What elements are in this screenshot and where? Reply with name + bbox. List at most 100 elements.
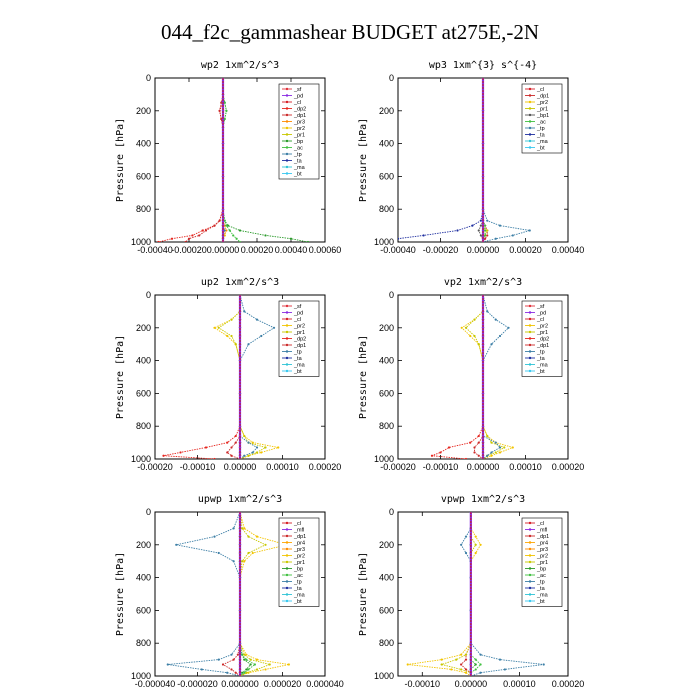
x-tick-label: -0.00020 [423,245,459,255]
legend-marker [528,573,532,577]
data-point [218,219,221,222]
legend-label: _pd [293,311,303,317]
y-tick-label: 600 [136,605,151,615]
x-tick-label: -0.00040 [137,245,173,255]
data-point [238,229,242,232]
data-point [245,653,248,656]
data-point [528,229,531,232]
y-tick-label: 200 [379,540,394,550]
data-point [241,560,244,563]
legend-label: _ma [536,139,549,145]
data-point [460,668,463,671]
data-point [473,451,476,454]
legend-marker [285,567,289,570]
data-point [450,668,453,671]
data-point [398,237,400,240]
y-axis-label: Pressure [hPa] [115,335,126,419]
legend-marker [285,317,289,321]
y-tick-label: 0 [146,290,151,300]
data-point [221,663,225,666]
legend-box [278,83,320,180]
data-point [170,237,174,240]
data-point [474,668,477,671]
series-line-dp2 [158,78,224,242]
data-point [474,658,477,661]
legend-label: _bt [536,146,545,152]
y-tick-label: 1000 [374,671,394,681]
data-point [477,434,480,438]
legend-marker [528,146,532,149]
legend-marker [285,363,289,366]
legend-marker [528,528,532,531]
data-point [464,668,468,671]
data-point [477,454,480,457]
data-point [474,551,477,555]
series-line-pr1 [217,295,267,459]
data-point [498,334,502,338]
legend-label: _pr2 [293,554,305,560]
data-point [486,234,489,237]
legend-marker [528,107,532,110]
data-point [479,234,482,237]
data-point [486,434,489,438]
data-point [460,326,463,329]
data-point [232,527,235,530]
legend-marker [285,547,289,551]
legend-label: _tp [536,580,545,586]
legend-marker [285,350,289,353]
data-point [464,535,468,538]
legend-marker [285,330,289,334]
data-point [440,663,443,666]
legend-label: _tp [536,350,545,356]
legend-label: _tp [293,580,302,586]
data-point [484,229,487,232]
data-point [247,535,250,538]
data-point [447,446,451,449]
legend-label: _sf [536,304,545,310]
data-point [272,326,276,329]
data-point [503,668,506,671]
data-point [486,310,489,313]
legend-marker [285,356,289,360]
legend-marker [528,369,532,373]
data-point [264,446,267,449]
series-line-dp1 [185,78,224,242]
data-point [486,229,489,232]
y-tick-label: 200 [136,323,151,333]
data-point [471,224,474,227]
x-tick-label: 0.00020 [552,679,585,689]
data-point [249,663,252,666]
data-point [479,663,482,666]
y-tick-label: 400 [136,573,151,583]
chart-panel-6: vpwp 1xm^2/s^3 0 200 400 600 800 1000 -0.00010 0… [358,494,584,689]
data-point [223,219,226,222]
legend-marker [528,343,532,347]
series-line-tp [167,512,241,676]
data-point [479,224,482,227]
data-point [430,454,434,457]
data-point [486,219,489,222]
data-point [477,441,480,444]
legend-marker [528,534,532,538]
data-point [238,240,242,242]
data-point [226,451,229,454]
legend: _sf_pd_cl_dp2_dp1_pr3_pr2_pr1_bp_ac_tp_t… [278,83,320,180]
legend-marker [285,139,289,143]
data-point [268,663,271,666]
x-tick-label: -0.00010 [423,462,459,472]
legend-label: _bt [536,369,545,375]
data-point [494,441,497,444]
legend-label: _pr1 [536,560,548,566]
data-point [473,318,476,321]
legend-marker [285,593,289,596]
x-tick-label: 0.00040 [552,245,585,255]
data-point [243,671,246,674]
legend-label: _cl [536,521,544,527]
panel-title: vpwp 1xm^2/s^3 [441,494,525,505]
legend-label: _pr1 [536,107,548,113]
legend-marker [528,567,532,570]
data-point [255,446,259,449]
legend-marker [528,100,532,104]
legend-marker [285,100,289,104]
series-group [406,512,545,676]
